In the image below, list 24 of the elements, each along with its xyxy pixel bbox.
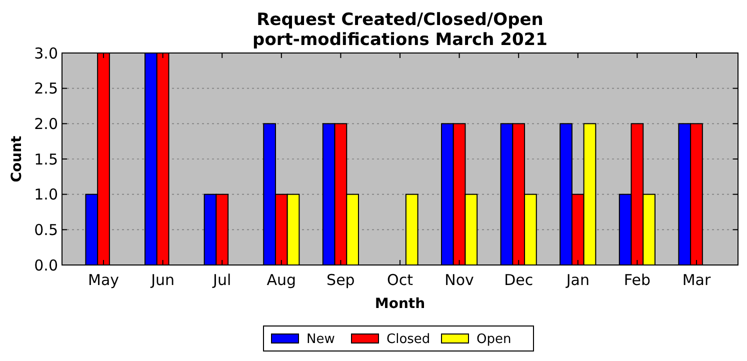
- x-tick-label: May: [88, 271, 120, 289]
- x-tick-label: Aug: [266, 271, 296, 289]
- legend-label: Open: [476, 332, 512, 347]
- x-tick-label: Nov: [444, 271, 474, 289]
- y-tick-label: 0.5: [34, 220, 58, 239]
- y-tick-label: 1.5: [34, 150, 58, 168]
- x-tick-label: Sep: [326, 271, 355, 289]
- y-axis-title: Count: [9, 135, 25, 182]
- x-tick-label: Jan: [565, 271, 590, 289]
- y-tick-label: 0.0: [34, 256, 58, 274]
- legend-label: New: [306, 332, 336, 347]
- legend-label: Closed: [386, 332, 430, 347]
- y-tick-label: 1.0: [34, 186, 58, 204]
- x-axis-title: Month: [374, 296, 426, 312]
- x-tick-label: Dec: [504, 271, 534, 289]
- x-tick-label: Jul: [212, 271, 232, 289]
- y-tick-label: 2.0: [34, 114, 58, 133]
- x-tick-label: Feb: [624, 271, 650, 289]
- x-tick-label: Jun: [150, 271, 175, 289]
- y-tick-label: 2.5: [34, 80, 58, 98]
- chart-title: Request Created/Closed/Open port-modifications March 2021: [252, 10, 548, 50]
- y-tick-label: 3.0: [34, 44, 58, 62]
- x-tick-label: Oct: [387, 271, 414, 289]
- x-tick-label: Mar: [682, 271, 712, 289]
